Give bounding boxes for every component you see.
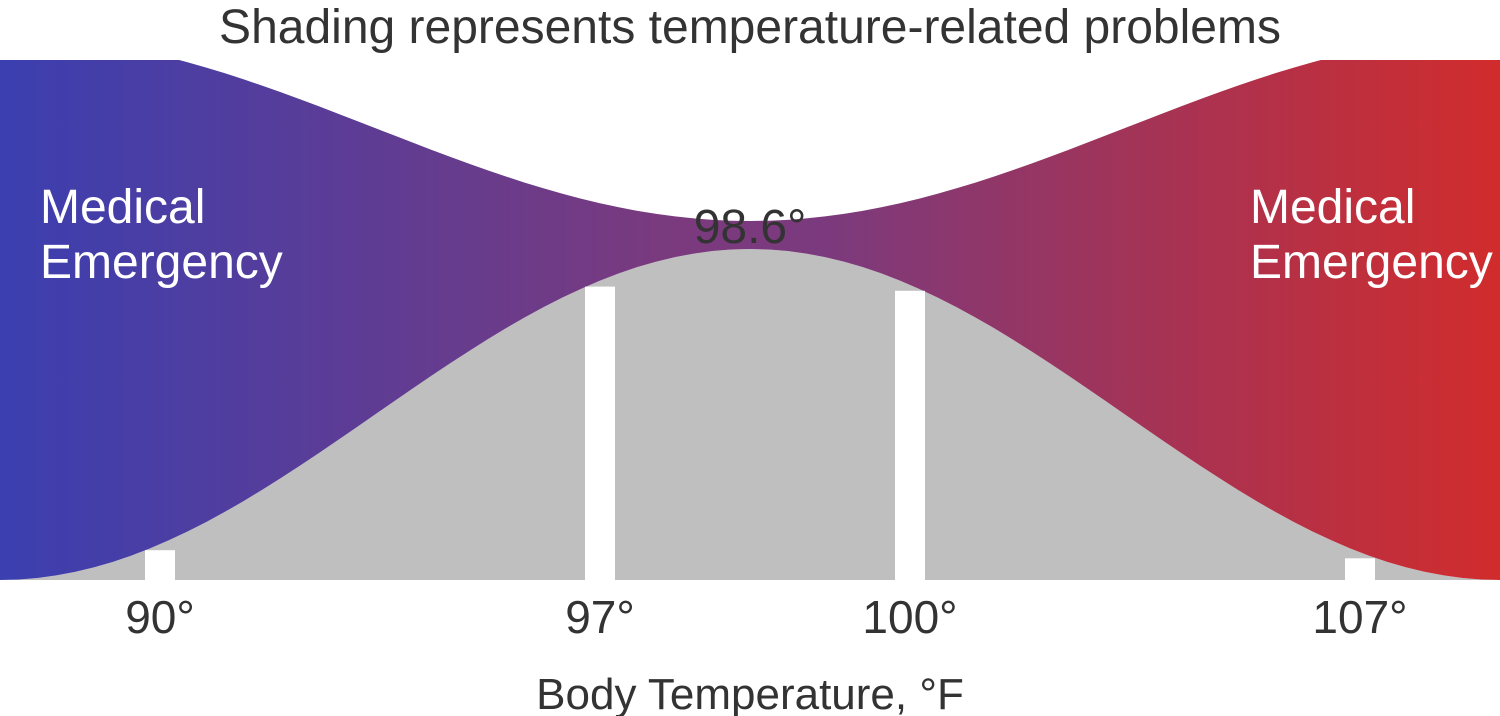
tick-gap [585, 287, 615, 580]
emergency-label-hot: Medical Emergency [1250, 180, 1493, 290]
tick-gap [895, 291, 925, 580]
emergency-label-cold: Medical Emergency [40, 180, 283, 290]
center-temperature-label: 98.6° [694, 200, 807, 255]
chart-area [0, 60, 1500, 580]
tick-label: 107° [1312, 590, 1407, 644]
tick-label: 90° [125, 590, 195, 644]
tick-label: 100° [862, 590, 957, 644]
diagram-title: Shading represents temperature-related p… [0, 0, 1500, 55]
temperature-band-svg [0, 60, 1500, 580]
tick-gap [145, 550, 175, 580]
diagram-container: Shading represents temperature-related p… [0, 0, 1500, 716]
tick-gap [1345, 558, 1375, 580]
tick-label: 97° [565, 590, 635, 644]
x-axis-label: Body Temperature, °F [0, 670, 1500, 716]
